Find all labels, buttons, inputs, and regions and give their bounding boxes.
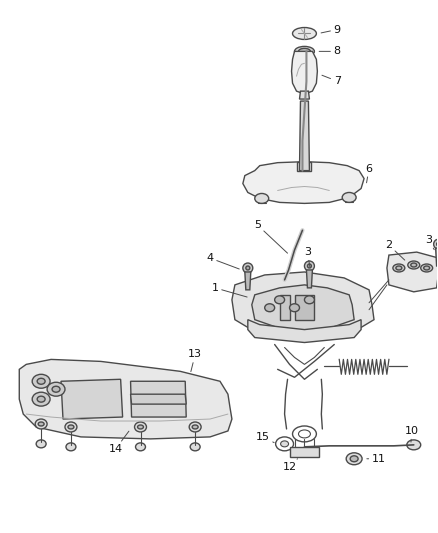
Polygon shape — [232, 272, 374, 340]
Polygon shape — [290, 447, 319, 457]
Ellipse shape — [32, 392, 50, 406]
Ellipse shape — [304, 296, 314, 304]
Polygon shape — [248, 320, 361, 343]
Ellipse shape — [396, 266, 402, 270]
Ellipse shape — [37, 396, 45, 402]
Ellipse shape — [189, 422, 201, 432]
Text: 3: 3 — [425, 235, 434, 249]
Ellipse shape — [68, 425, 74, 429]
Text: 8: 8 — [319, 46, 341, 56]
Text: 10: 10 — [405, 426, 419, 442]
Polygon shape — [19, 359, 232, 439]
Polygon shape — [300, 91, 309, 99]
Polygon shape — [252, 285, 354, 332]
Ellipse shape — [265, 304, 275, 312]
Polygon shape — [307, 270, 312, 288]
Ellipse shape — [393, 264, 405, 272]
Ellipse shape — [424, 266, 430, 270]
Text: 7: 7 — [322, 75, 341, 86]
Ellipse shape — [52, 386, 60, 392]
Ellipse shape — [407, 440, 421, 450]
Ellipse shape — [342, 192, 356, 203]
Ellipse shape — [66, 443, 76, 451]
Text: 3: 3 — [304, 247, 311, 267]
Ellipse shape — [246, 266, 250, 270]
Polygon shape — [279, 295, 290, 320]
Ellipse shape — [281, 441, 289, 447]
Ellipse shape — [307, 264, 311, 268]
Text: 5: 5 — [254, 220, 287, 253]
Ellipse shape — [350, 456, 358, 462]
Ellipse shape — [192, 425, 198, 429]
Ellipse shape — [346, 453, 362, 465]
Ellipse shape — [47, 382, 65, 396]
Ellipse shape — [138, 425, 144, 429]
Text: 6: 6 — [366, 164, 373, 183]
Ellipse shape — [190, 443, 200, 451]
Ellipse shape — [275, 296, 285, 304]
Ellipse shape — [37, 378, 45, 384]
Ellipse shape — [293, 28, 316, 39]
Text: 1: 1 — [212, 283, 247, 297]
Ellipse shape — [434, 239, 438, 249]
Text: 15: 15 — [256, 432, 274, 442]
Ellipse shape — [135, 443, 145, 451]
Text: 13: 13 — [188, 350, 202, 372]
Text: 4: 4 — [206, 253, 239, 269]
Polygon shape — [131, 381, 186, 417]
Polygon shape — [292, 51, 318, 94]
Polygon shape — [294, 295, 314, 320]
Polygon shape — [131, 394, 186, 404]
Text: 11: 11 — [367, 454, 386, 464]
Polygon shape — [243, 161, 364, 204]
Ellipse shape — [134, 422, 146, 432]
Ellipse shape — [243, 263, 253, 273]
Ellipse shape — [294, 46, 314, 56]
Ellipse shape — [437, 242, 438, 246]
Ellipse shape — [421, 264, 433, 272]
Polygon shape — [245, 272, 251, 290]
Polygon shape — [61, 379, 123, 419]
Ellipse shape — [255, 193, 268, 204]
Text: 9: 9 — [321, 25, 341, 35]
Ellipse shape — [35, 419, 47, 429]
Polygon shape — [436, 248, 438, 266]
Text: 14: 14 — [109, 431, 129, 454]
Ellipse shape — [411, 263, 417, 267]
Ellipse shape — [298, 49, 311, 54]
Ellipse shape — [408, 261, 420, 269]
Text: 2: 2 — [385, 240, 405, 260]
Ellipse shape — [32, 374, 50, 388]
Text: 12: 12 — [283, 459, 297, 472]
Polygon shape — [297, 161, 311, 171]
Ellipse shape — [38, 422, 44, 426]
Ellipse shape — [36, 440, 46, 448]
Ellipse shape — [65, 422, 77, 432]
Ellipse shape — [304, 261, 314, 271]
Polygon shape — [387, 252, 438, 292]
Polygon shape — [300, 101, 309, 171]
Ellipse shape — [290, 304, 300, 312]
